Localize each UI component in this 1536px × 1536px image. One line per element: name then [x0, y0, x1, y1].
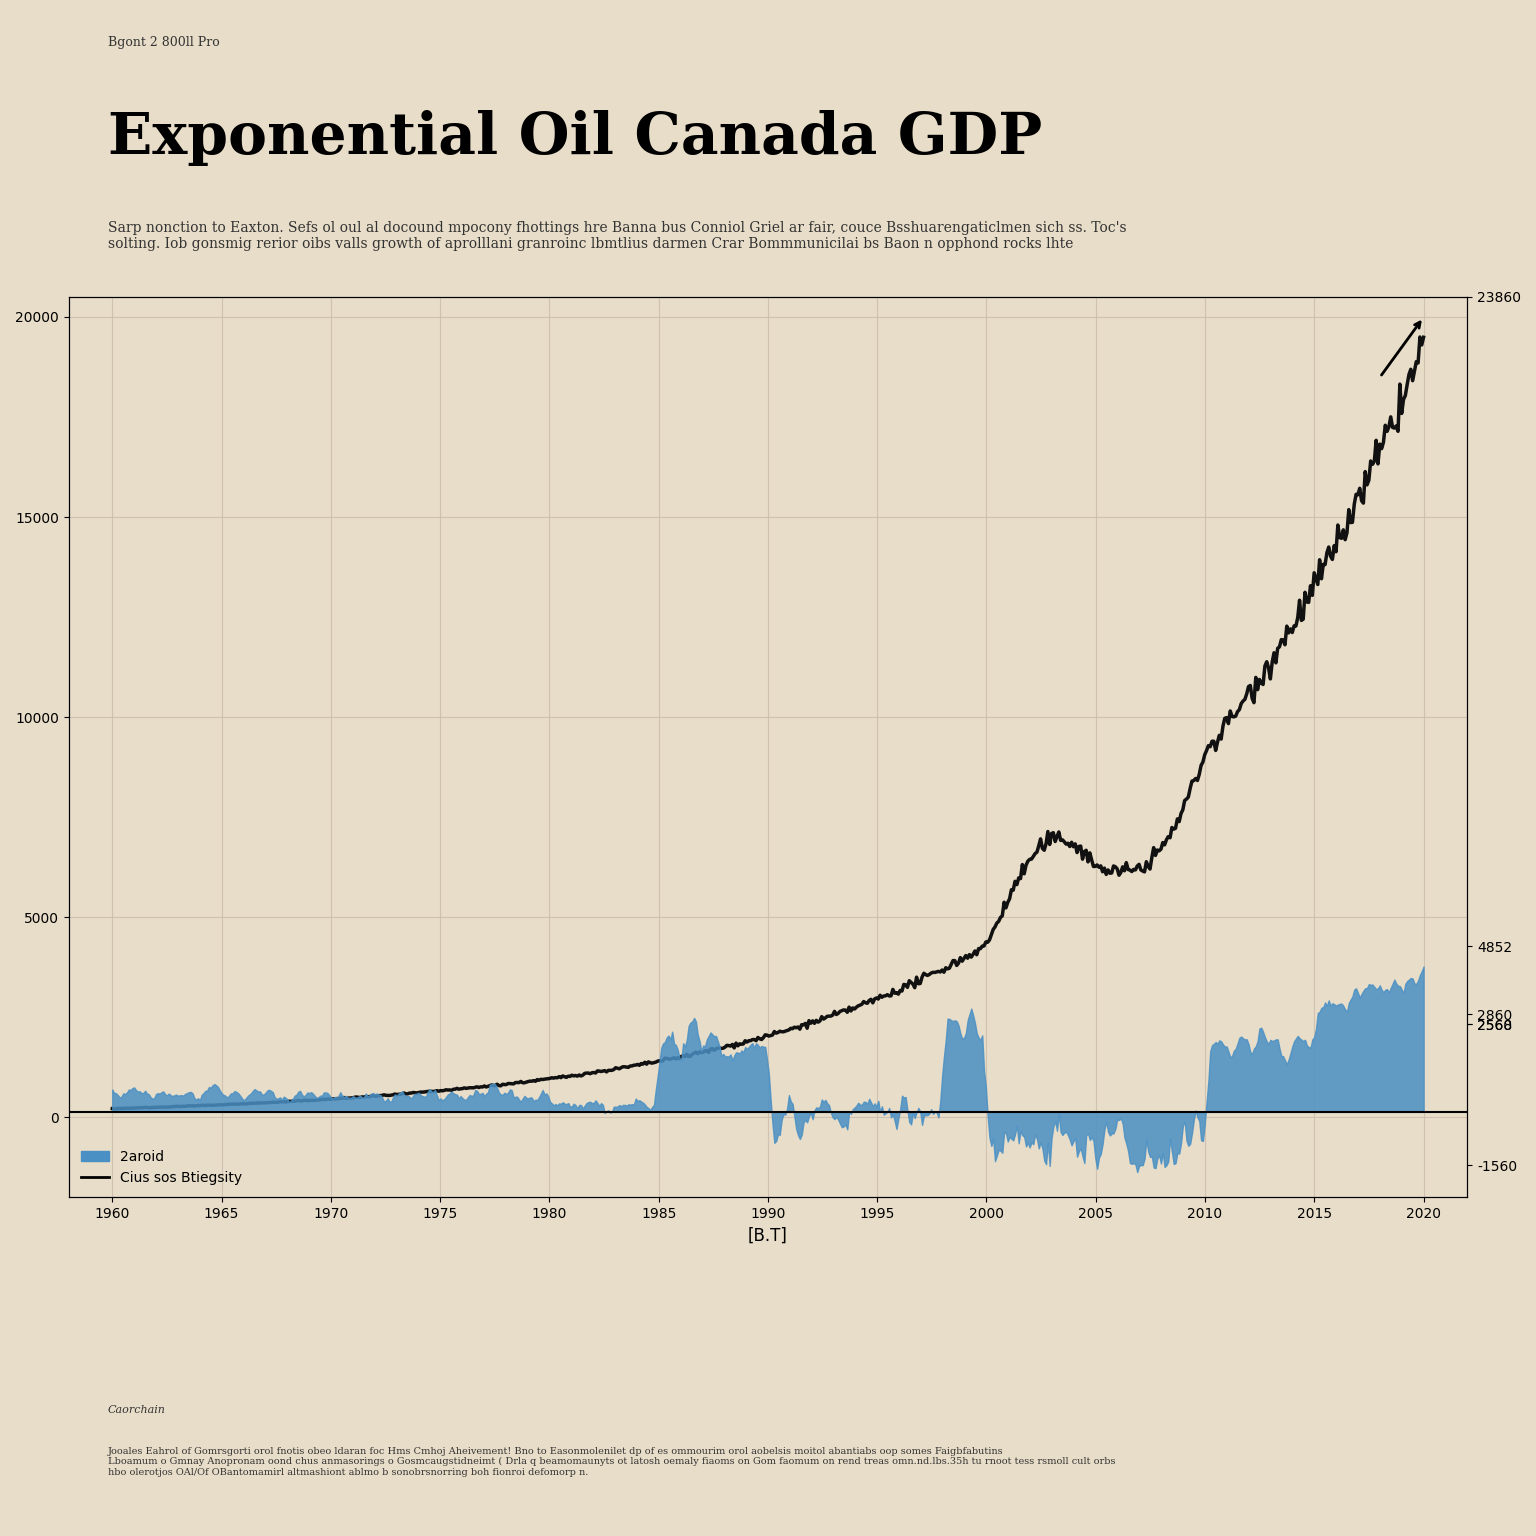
Text: Jooales Eahrol of Gomrsgorti orol fnotis obeo ldaran foc Hms Cmhoj Aheivement! B: Jooales Eahrol of Gomrsgorti orol fnotis… [108, 1447, 1115, 1476]
Text: Caorchain: Caorchain [108, 1405, 166, 1415]
Text: Sarp nonction to Eaxton. Sefs ol oul al docound mpocony fhottings hre Banna bus : Sarp nonction to Eaxton. Sefs ol oul al … [108, 221, 1126, 250]
Legend: 2aroid, Cius sos Btiegsity: 2aroid, Cius sos Btiegsity [75, 1144, 247, 1190]
X-axis label: [B.T]: [B.T] [748, 1227, 788, 1244]
Text: Bgont 2 800ll Pro: Bgont 2 800ll Pro [108, 35, 220, 49]
Text: Exponential Oil Canada GDP: Exponential Oil Canada GDP [108, 109, 1041, 166]
